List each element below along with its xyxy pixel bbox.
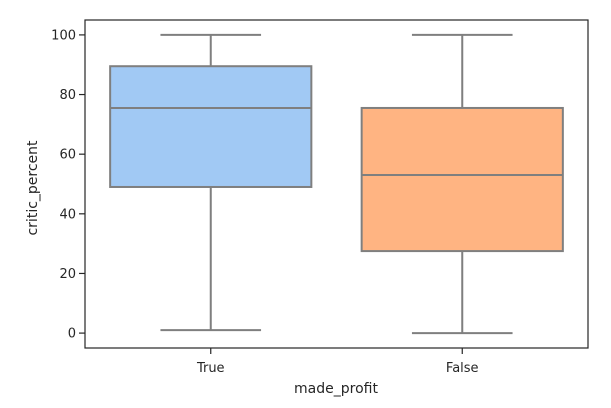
iqr-box [109, 65, 313, 188]
y-tick-label: 0 [68, 327, 76, 342]
box-false [360, 33, 564, 335]
boxes-group [109, 33, 564, 335]
y-tick-label: 100 [51, 28, 76, 43]
y-axis-label: critic_percent [25, 140, 41, 236]
plot-area-frame [84, 19, 589, 349]
x-axis: True False [196, 348, 479, 376]
y-tick-label: 80 [59, 88, 76, 103]
y-tick-label: 20 [59, 267, 76, 282]
y-axis: 0 20 40 60 80 100 [51, 28, 85, 342]
x-tick-label: False [446, 361, 479, 376]
y-tick-label: 40 [59, 207, 76, 222]
box-true [109, 33, 313, 332]
x-axis-label: made_profit [294, 381, 378, 397]
x-tick-label: True [196, 361, 225, 376]
iqr-box [360, 106, 564, 253]
y-tick-label: 60 [59, 148, 76, 163]
